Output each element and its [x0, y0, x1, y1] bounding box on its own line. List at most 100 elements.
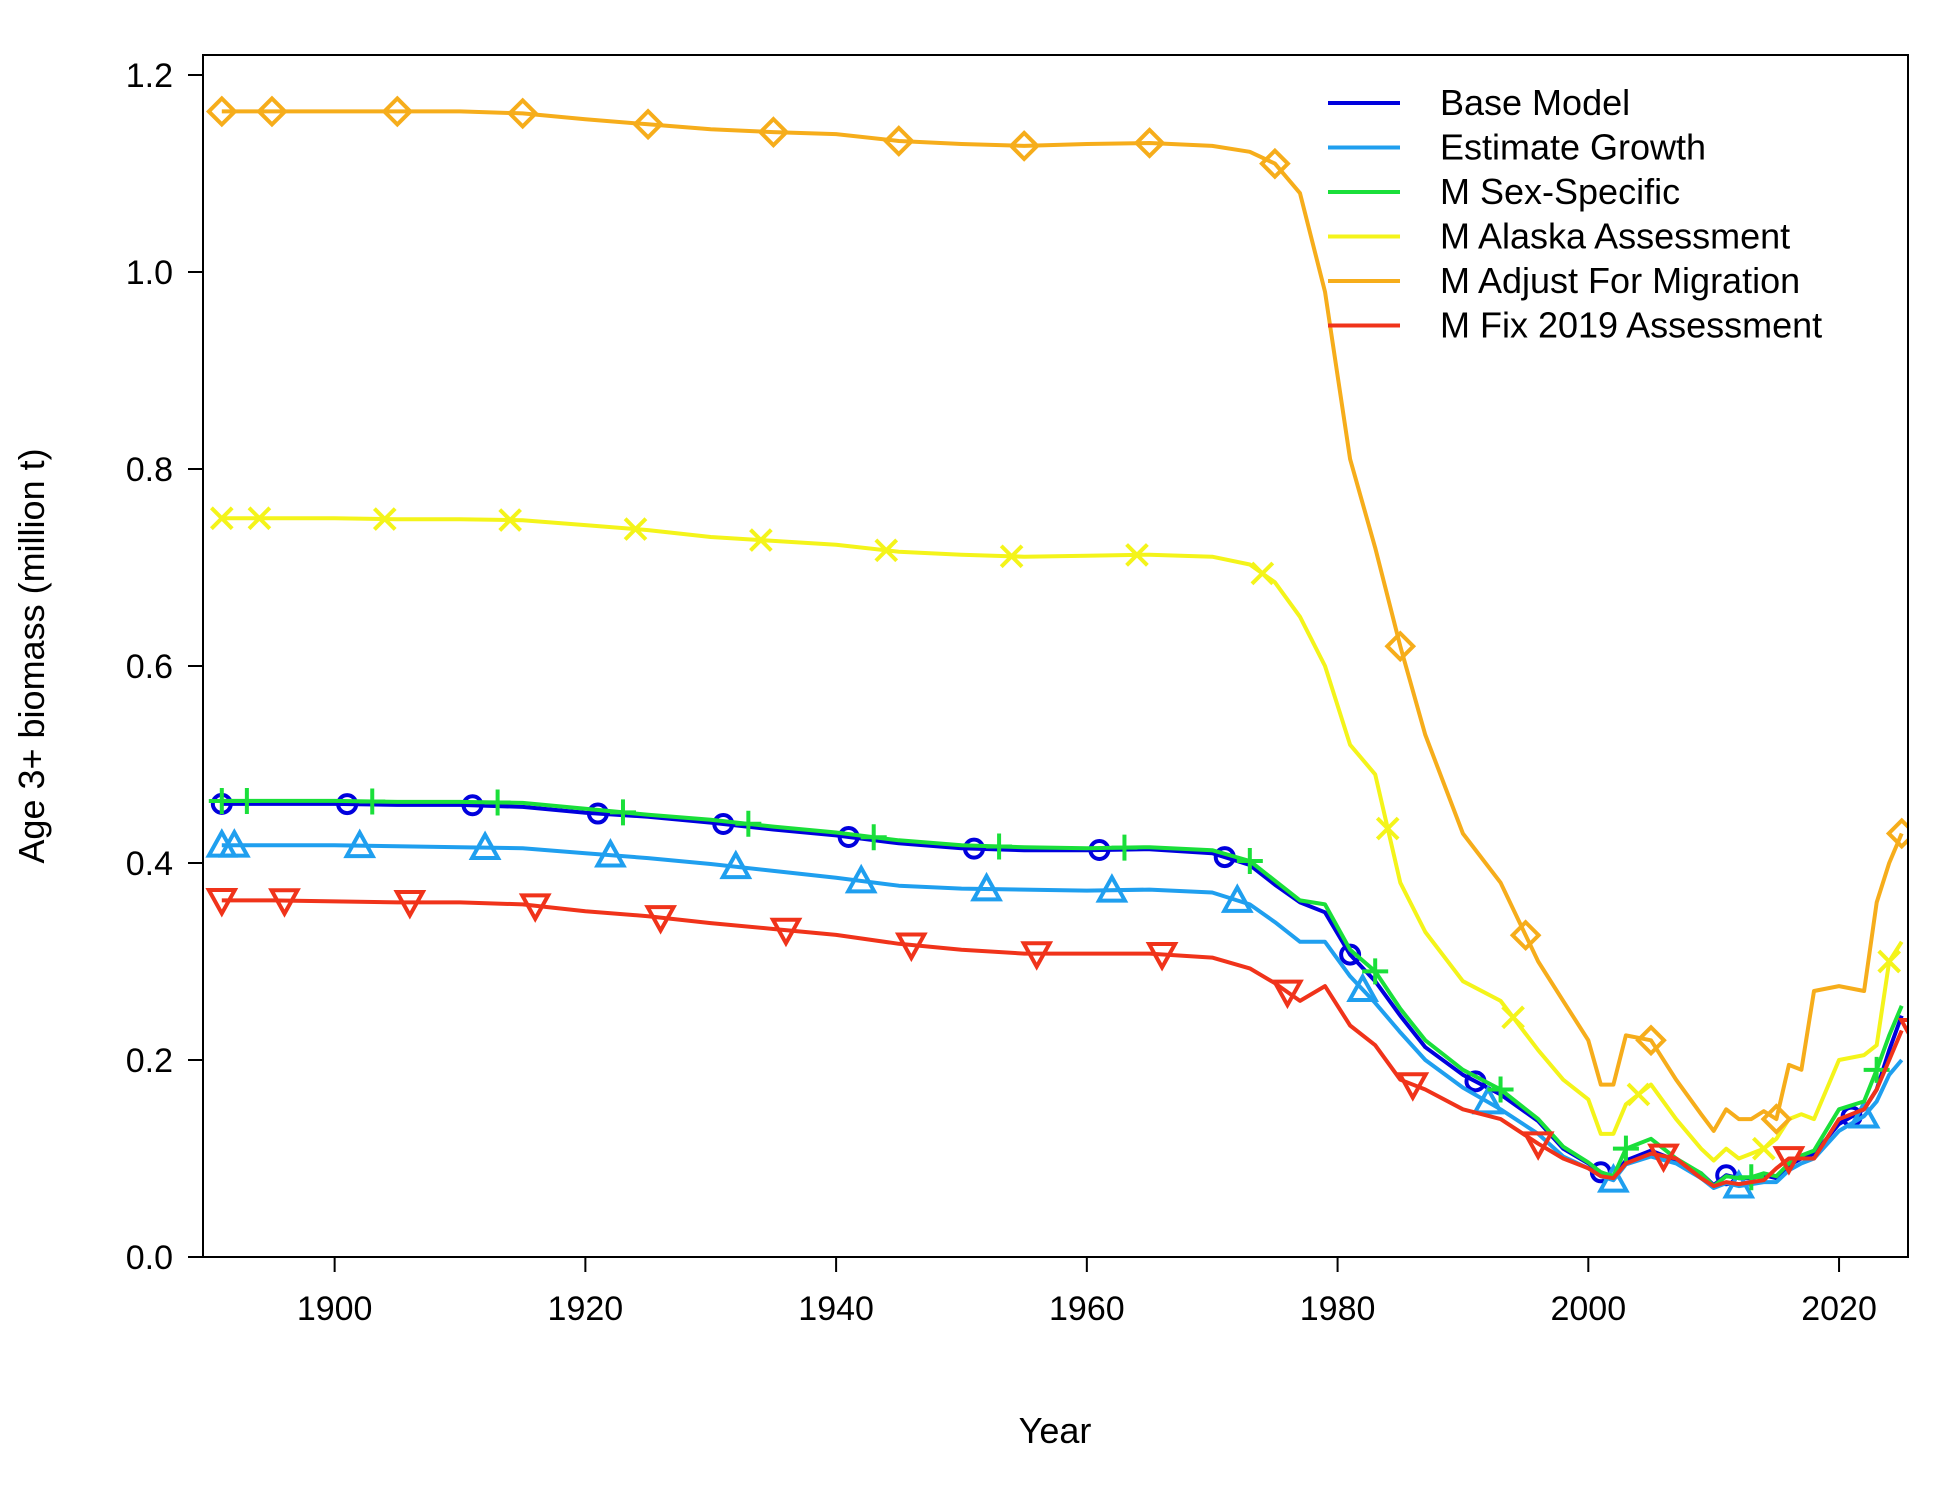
series-layer — [205, 95, 1908, 1199]
data-point-m-adjust-for-migration — [1384, 630, 1417, 663]
data-point-base-model — [586, 802, 609, 825]
x-axis: 1900 1920 1940 1960 1980 2000 2020 — [297, 1257, 1877, 1328]
data-point-m-sex-specific — [208, 787, 235, 814]
series-m-sex-specific — [208, 787, 1904, 1191]
data-point-m-alaska-assessment — [1752, 1136, 1776, 1161]
legend-label-m-fix-2019-assessment: M Fix 2019 Assessment — [1440, 305, 1822, 346]
data-point-m-sex-specific — [860, 824, 887, 851]
data-point-estimate-growth — [719, 849, 753, 880]
data-point-m-alaska-assessment — [749, 528, 773, 552]
data-point-m-fix-2019-assessment — [1521, 1131, 1555, 1161]
data-point-m-sex-specific — [1487, 1076, 1514, 1103]
data-point-m-fix-2019-assessment — [894, 932, 928, 963]
data-point-m-alaska-assessment — [209, 506, 234, 531]
x-tick-label: 2000 — [1550, 1290, 1626, 1328]
data-point-estimate-growth — [1095, 873, 1129, 903]
data-point-estimate-growth — [1220, 883, 1254, 913]
data-point-m-adjust-for-migration — [1885, 817, 1908, 850]
data-point-m-fix-2019-assessment — [393, 890, 427, 920]
data-point-m-adjust-for-migration — [632, 108, 664, 141]
data-point-estimate-growth — [594, 838, 627, 868]
data-point-m-adjust-for-migration — [1760, 1103, 1793, 1135]
y-tick-label: 0.2 — [126, 1042, 173, 1080]
data-point-m-fix-2019-assessment — [769, 917, 803, 948]
data-point-base-model — [336, 793, 359, 816]
data-point-m-fix-2019-assessment — [268, 888, 301, 918]
x-axis-title: Year — [1019, 1410, 1092, 1451]
y-tick-label: 0.0 — [126, 1239, 173, 1277]
data-point-m-fix-2019-assessment — [1145, 942, 1179, 972]
data-point-m-sex-specific — [986, 833, 1013, 860]
x-tick-label: 1900 — [297, 1290, 373, 1328]
data-point-m-sex-specific — [359, 788, 386, 815]
x-tick-label: 1940 — [798, 1290, 874, 1328]
series-line-estimate-growth — [221, 843, 1904, 1190]
data-point-base-model — [461, 794, 484, 817]
data-point-m-fix-2019-assessment — [1647, 1143, 1680, 1174]
data-point-m-fix-2019-assessment — [1396, 1072, 1430, 1102]
legend-label-estimate-growth: Estimate Growth — [1440, 127, 1706, 168]
data-point-estimate-growth — [844, 863, 878, 894]
y-tick-label: 0.8 — [126, 451, 173, 489]
data-point-estimate-growth — [1847, 1099, 1881, 1129]
series-line-m-fix-2019-assessment — [221, 898, 1904, 1189]
data-point-m-alaska-assessment — [1626, 1082, 1651, 1107]
data-point-m-alaska-assessment — [247, 506, 272, 531]
data-point-m-alaska-assessment — [1125, 543, 1149, 567]
y-tick-label: 1.0 — [126, 254, 173, 292]
x-tick-label: 1980 — [1300, 1290, 1376, 1328]
data-point-m-fix-2019-assessment — [1271, 979, 1304, 1010]
legend-label-m-sex-specific: M Sex-Specific — [1440, 171, 1680, 212]
data-point-estimate-growth — [1471, 1084, 1505, 1115]
data-point-m-adjust-for-migration — [1509, 919, 1542, 952]
data-point-m-alaska-assessment — [372, 507, 397, 531]
data-point-base-model — [963, 837, 986, 860]
data-point-m-alaska-assessment — [623, 517, 648, 541]
series-estimate-growth — [205, 828, 1904, 1199]
data-point-m-sex-specific — [484, 789, 511, 816]
data-point-m-fix-2019-assessment — [518, 893, 552, 923]
series-m-adjust-for-migration — [205, 95, 1908, 1135]
data-point-m-alaska-assessment — [1375, 816, 1400, 841]
data-point-m-adjust-for-migration — [381, 95, 414, 128]
data-point-m-adjust-for-migration — [1259, 147, 1291, 180]
data-point-m-adjust-for-migration — [1635, 1024, 1667, 1057]
data-point-m-fix-2019-assessment — [1772, 1146, 1806, 1176]
data-point-m-sex-specific — [233, 787, 260, 814]
data-point-m-sex-specific — [1738, 1164, 1765, 1191]
data-point-m-adjust-for-migration — [882, 125, 915, 157]
data-point-m-adjust-for-migration — [506, 97, 539, 130]
data-point-m-alaska-assessment — [1877, 949, 1902, 974]
data-point-m-alaska-assessment — [498, 508, 522, 532]
data-point-m-alaska-assessment — [1250, 561, 1275, 586]
series-line-m-sex-specific — [221, 798, 1904, 1189]
legend-label-m-adjust-for-migration: M Adjust For Migration — [1440, 260, 1800, 301]
data-point-m-adjust-for-migration — [1133, 127, 1166, 159]
data-point-m-fix-2019-assessment — [644, 905, 677, 935]
data-point-m-adjust-for-migration — [256, 95, 288, 128]
data-point-m-sex-specific — [609, 799, 636, 826]
data-point-m-sex-specific — [735, 810, 762, 837]
y-tick-label: 1.2 — [126, 57, 173, 95]
data-point-m-fix-2019-assessment — [205, 888, 239, 918]
legend-label-m-alaska-assessment: M Alaska Assessment — [1440, 216, 1790, 257]
data-point-estimate-growth — [217, 828, 251, 858]
data-point-m-alaska-assessment — [874, 538, 899, 563]
data-point-m-adjust-for-migration — [205, 95, 238, 128]
x-tick-label: 2020 — [1801, 1290, 1877, 1328]
data-point-m-sex-specific — [1236, 848, 1263, 875]
y-axis: 0.0 0.2 0.4 0.6 0.8 1.0 1.2 — [126, 57, 203, 1277]
x-tick-label: 1920 — [548, 1290, 624, 1328]
data-point-m-adjust-for-migration — [757, 116, 790, 148]
y-tick-label: 0.4 — [126, 845, 173, 883]
series-line-m-adjust-for-migration — [221, 109, 1904, 1133]
data-point-estimate-growth — [1346, 972, 1380, 1002]
plot-frame — [202, 54, 1909, 1258]
series-m-alaska-assessment — [209, 506, 1904, 1163]
data-point-m-fix-2019-assessment — [1020, 941, 1054, 971]
data-point-m-adjust-for-migration — [1008, 130, 1040, 162]
x-tick-label: 1960 — [1049, 1290, 1125, 1328]
